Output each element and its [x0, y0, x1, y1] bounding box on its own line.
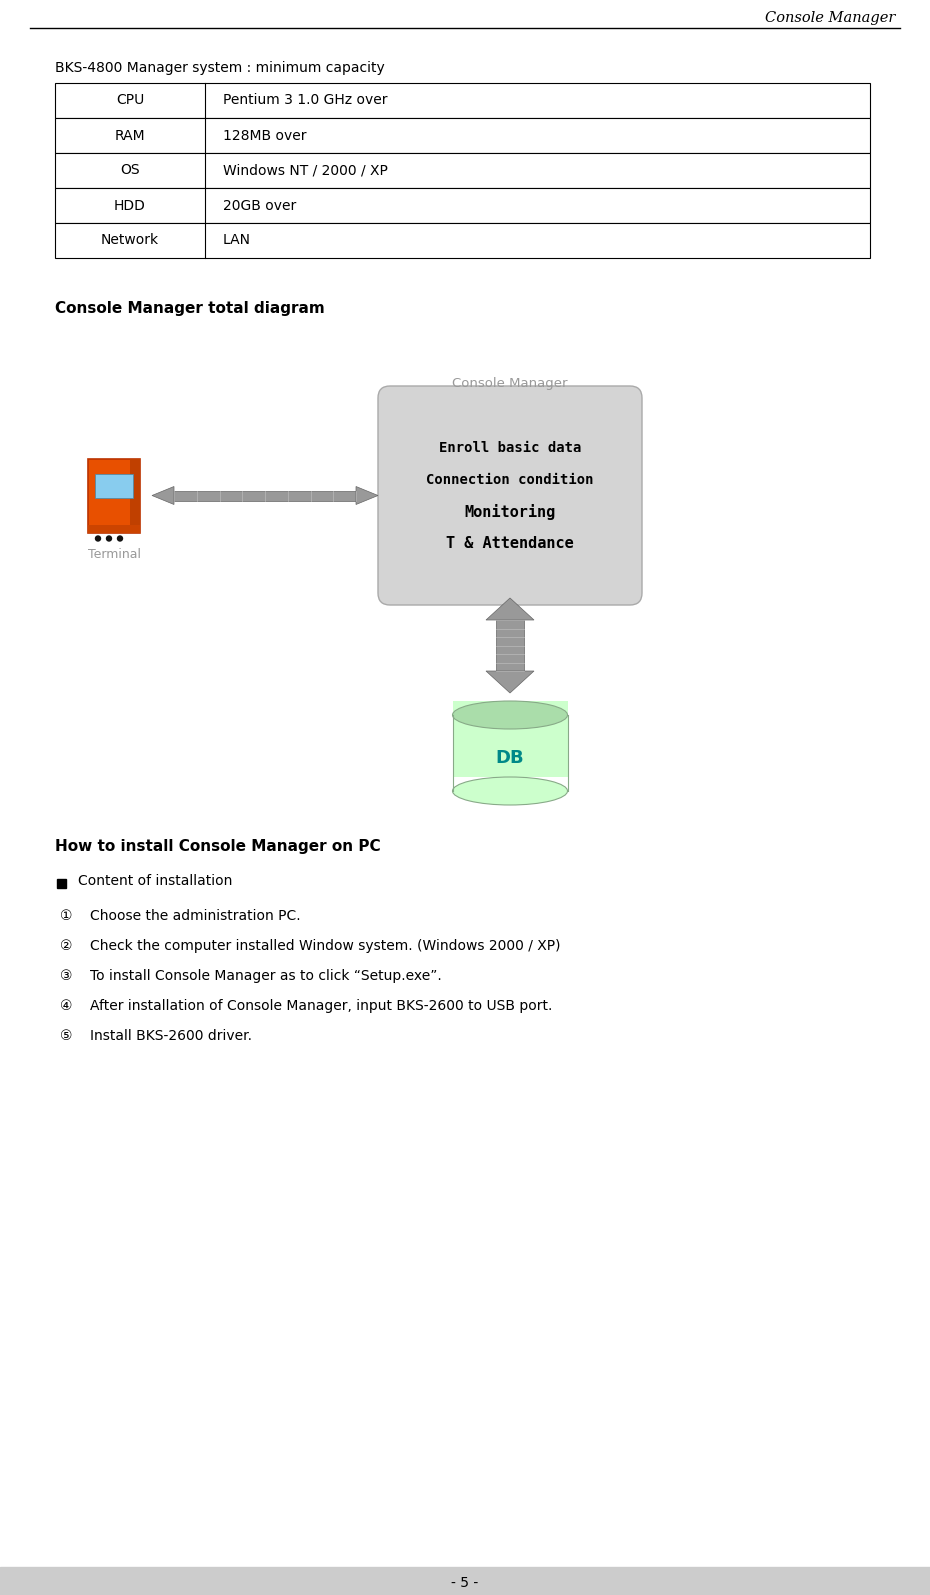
Text: HDD: HDD [114, 198, 146, 212]
Text: DB: DB [496, 750, 525, 767]
Polygon shape [152, 486, 174, 504]
Circle shape [117, 536, 123, 541]
FancyBboxPatch shape [378, 386, 642, 605]
Text: LAN: LAN [223, 233, 251, 247]
Text: How to install Console Manager on PC: How to install Console Manager on PC [55, 839, 380, 853]
Text: Connection condition: Connection condition [426, 472, 593, 486]
Circle shape [96, 526, 100, 533]
Polygon shape [486, 598, 534, 620]
Text: Monitoring: Monitoring [464, 504, 555, 520]
Bar [88, 525, 140, 533]
Text: ⑤    Install BKS-2600 driver.: ⑤ Install BKS-2600 driver. [60, 1029, 252, 1043]
Bar [55, 153, 870, 188]
Text: Windows NT / 2000 / XP: Windows NT / 2000 / XP [223, 164, 388, 177]
Bar [57, 879, 66, 888]
Circle shape [107, 536, 112, 541]
Text: Terminal: Terminal [87, 549, 140, 561]
Bar [55, 223, 870, 258]
Bar [95, 474, 133, 498]
Text: ③    To install Console Manager as to click “Setup.exe”.: ③ To install Console Manager as to click… [60, 970, 442, 983]
Text: RAM: RAM [114, 129, 145, 142]
Circle shape [117, 526, 123, 533]
Text: Pentium 3 1.0 GHz over: Pentium 3 1.0 GHz over [223, 94, 388, 107]
Ellipse shape [453, 700, 567, 729]
Text: Console Manager: Console Manager [764, 11, 895, 26]
Polygon shape [356, 486, 378, 504]
Text: Enroll basic data: Enroll basic data [439, 440, 581, 455]
Text: OS: OS [120, 164, 140, 177]
Bar [496, 620, 524, 671]
Text: CPU: CPU [116, 94, 144, 107]
Text: - 5 -: - 5 - [451, 1576, 479, 1590]
Text: Console Manager: Console Manager [452, 376, 567, 391]
Text: BKS-4800 Manager system : minimum capacity: BKS-4800 Manager system : minimum capaci… [55, 61, 385, 75]
Text: Network: Network [101, 233, 159, 247]
Text: ④    After installation of Console Manager, input BKS-2600 to USB port.: ④ After installation of Console Manager,… [60, 998, 552, 1013]
Text: ①    Choose the administration PC.: ① Choose the administration PC. [60, 909, 300, 924]
Polygon shape [486, 671, 534, 692]
Bar [130, 458, 140, 533]
Bar [0, 1566, 930, 1595]
Bar [88, 458, 140, 533]
Text: Console Manager total diagram: Console Manager total diagram [55, 300, 325, 316]
Text: T & Attendance: T & Attendance [446, 536, 574, 550]
Bar [55, 188, 870, 223]
Bar [55, 118, 870, 153]
Text: Content of installation: Content of installation [78, 874, 232, 888]
Bar [55, 83, 870, 118]
Circle shape [96, 536, 100, 541]
Bar [174, 491, 356, 501]
Text: 128MB over: 128MB over [223, 129, 307, 142]
Circle shape [107, 526, 112, 533]
Text: 20GB over: 20GB over [223, 198, 297, 212]
Text: ②    Check the computer installed Window system. (Windows 2000 / XP): ② Check the computer installed Window sy… [60, 939, 561, 952]
Ellipse shape [453, 777, 567, 805]
Bar [453, 700, 567, 777]
